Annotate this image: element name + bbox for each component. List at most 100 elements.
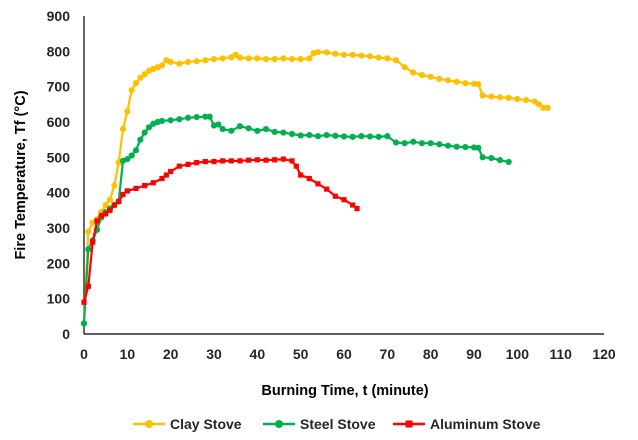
data-point — [202, 113, 209, 120]
series-layer — [80, 48, 551, 327]
data-point — [168, 168, 174, 175]
data-point — [341, 197, 347, 203]
data-point — [427, 73, 434, 80]
data-point — [540, 104, 547, 111]
data-point — [245, 125, 252, 132]
legend-marker — [145, 420, 153, 428]
x-tick-label: 0 — [80, 346, 88, 362]
data-point — [392, 57, 400, 64]
data-point — [202, 57, 209, 64]
x-tick-label: 120 — [592, 346, 616, 362]
legend-item: Aluminum Stove — [393, 416, 541, 432]
data-point — [324, 186, 330, 192]
data-point — [479, 92, 486, 99]
data-point — [202, 158, 208, 165]
data-point — [535, 101, 543, 108]
data-point — [80, 320, 88, 327]
data-point — [119, 125, 127, 133]
x-tick-label: 60 — [336, 346, 352, 362]
data-point — [514, 95, 521, 103]
data-point — [384, 133, 391, 140]
series-1 — [80, 113, 512, 327]
data-point — [496, 157, 504, 164]
y-tick-label: 100 — [47, 291, 71, 307]
data-point — [236, 123, 244, 130]
y-tick-label: 400 — [47, 185, 71, 201]
data-point — [176, 116, 183, 123]
x-tick-label: 30 — [206, 346, 222, 362]
x-tick-label: 80 — [423, 346, 439, 362]
data-point — [444, 77, 452, 84]
data-point — [167, 58, 174, 66]
legend-marker — [275, 420, 283, 428]
x-axis-title: Burning Time, t (minute) — [261, 383, 428, 399]
data-point — [488, 93, 495, 100]
data-point — [159, 175, 165, 182]
data-point — [194, 160, 200, 166]
data-point — [133, 185, 139, 192]
data-point — [323, 131, 330, 139]
x-tick-label: 110 — [549, 346, 572, 362]
data-point — [293, 163, 299, 169]
data-point — [306, 55, 313, 62]
data-point — [228, 127, 235, 134]
x-tick-label: 20 — [163, 346, 179, 362]
data-point — [314, 133, 322, 140]
legend-marker — [405, 420, 413, 428]
data-point — [85, 246, 92, 253]
x-tick-label: 40 — [250, 346, 266, 362]
data-point — [297, 132, 304, 139]
data-point — [340, 51, 348, 58]
series-0 — [80, 48, 551, 327]
data-point — [340, 133, 348, 140]
data-point — [384, 55, 391, 62]
data-point — [272, 157, 278, 163]
y-tick-label: 700 — [47, 79, 71, 95]
data-point — [349, 133, 356, 140]
data-point — [98, 213, 104, 219]
data-point — [124, 108, 131, 115]
data-point — [128, 152, 135, 159]
data-point — [505, 158, 512, 166]
data-point — [453, 78, 460, 85]
data-point — [219, 125, 226, 133]
data-point — [271, 56, 278, 63]
data-point — [211, 158, 217, 165]
y-tick-label: 0 — [62, 326, 70, 342]
x-tick-label: 50 — [293, 346, 309, 362]
data-point — [280, 55, 287, 62]
data-point — [444, 142, 452, 149]
data-point — [496, 94, 504, 101]
data-point — [137, 136, 144, 143]
series-line — [82, 158, 358, 303]
data-point — [366, 53, 374, 60]
y-tick-label: 600 — [47, 114, 71, 130]
data-point — [280, 129, 287, 136]
data-point — [167, 117, 174, 124]
data-point — [185, 161, 191, 167]
data-point — [132, 147, 140, 154]
data-point — [262, 56, 270, 63]
data-point — [102, 201, 109, 209]
data-point — [137, 74, 144, 81]
data-point — [236, 54, 244, 61]
legend: Clay Stove Steel Stove Aluminum Stove — [133, 416, 541, 432]
data-point — [488, 154, 495, 162]
data-point — [107, 207, 113, 213]
data-point — [392, 139, 400, 146]
data-point — [323, 49, 330, 56]
legend-item: Steel Stove — [263, 416, 376, 432]
data-point — [246, 157, 252, 163]
data-point — [184, 114, 192, 121]
data-point — [245, 55, 252, 62]
data-point — [158, 117, 166, 125]
data-point — [215, 121, 222, 128]
y-tick-label: 900 — [47, 8, 71, 24]
data-point — [332, 50, 339, 57]
x-tick-labels: 0 10 20 30 40 50 60 70 80 90 100 110 120 — [80, 346, 616, 362]
data-point — [176, 163, 182, 169]
data-point — [111, 182, 118, 189]
data-point — [220, 158, 226, 164]
y-tick-label: 500 — [47, 149, 71, 165]
data-point — [193, 113, 200, 121]
